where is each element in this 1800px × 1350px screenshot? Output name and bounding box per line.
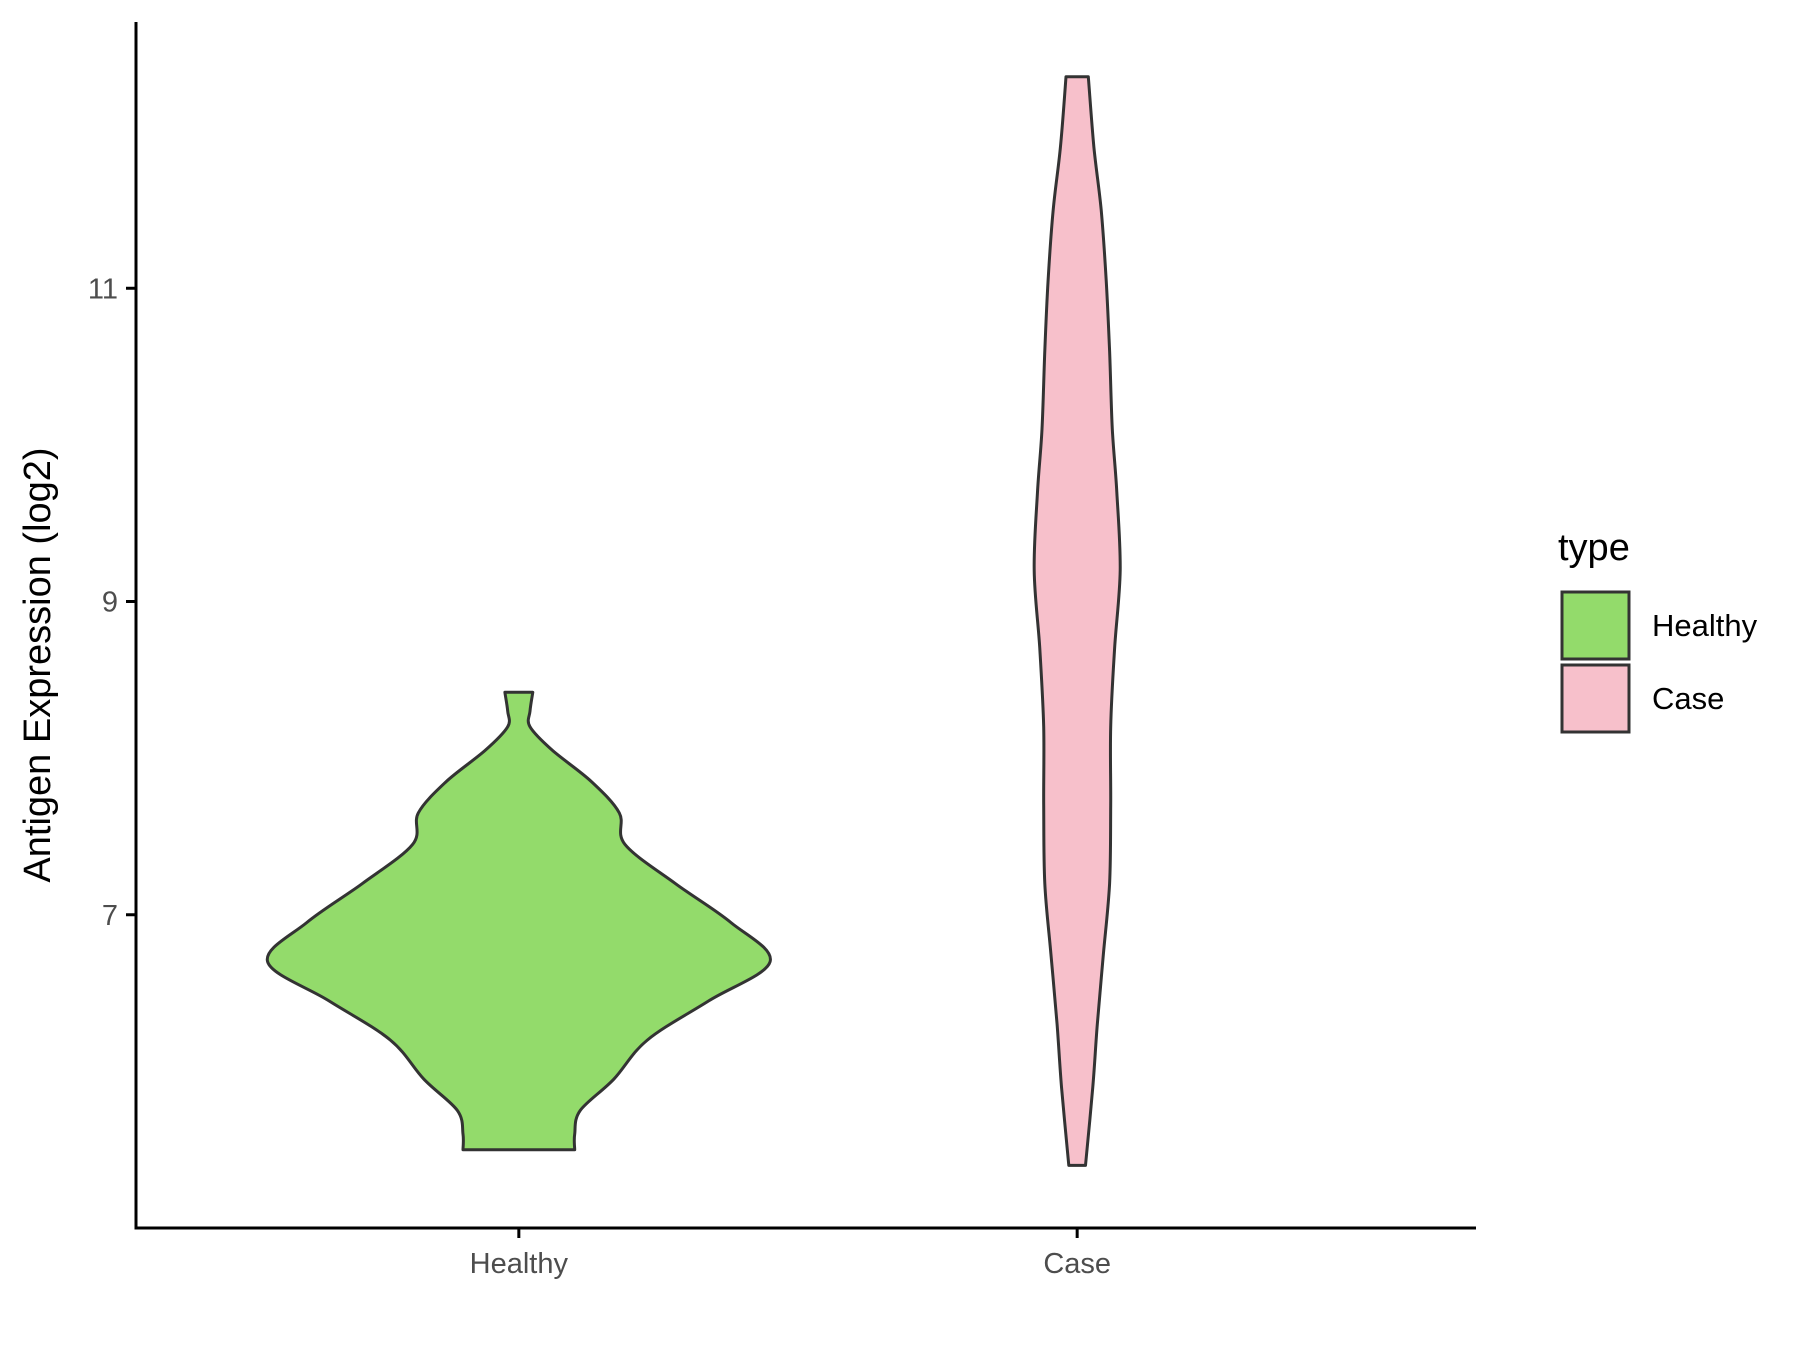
legend-label-case: Case	[1652, 681, 1724, 716]
y-axis-title: Antigen Expression (log2)	[17, 447, 59, 882]
y-tick-label: 11	[88, 273, 118, 305]
x-tick-label-healthy: Healthy	[470, 1248, 569, 1280]
violin-case	[1032, 75, 1122, 1167]
legend-items: Healthy Case	[1560, 590, 1758, 734]
violin-healthy	[266, 690, 772, 1152]
legend-swatch-healthy	[1560, 590, 1631, 661]
legend-label-healthy: Healthy	[1652, 608, 1758, 643]
violin-layer	[266, 75, 1122, 1167]
x-tick-label-case: Case	[1043, 1248, 1111, 1280]
legend: type Healthy Case	[1558, 527, 1758, 734]
legend-title: type	[1558, 527, 1630, 569]
y-axis-ticks: 7 9 11	[88, 273, 136, 932]
y-tick-label: 9	[102, 587, 118, 619]
legend-swatch-case	[1560, 663, 1631, 734]
y-tick-label: 7	[102, 900, 118, 932]
x-axis-ticks: Healthy Case	[470, 1228, 1111, 1280]
